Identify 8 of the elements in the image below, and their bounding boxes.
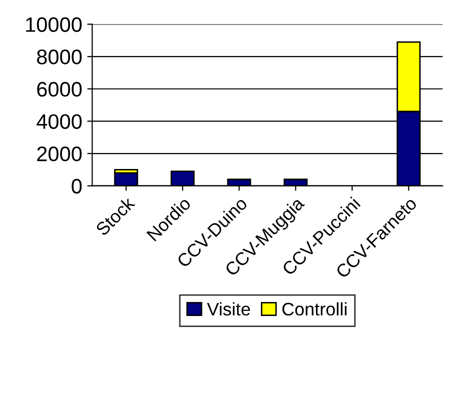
y-tick-label: 0 <box>72 178 82 194</box>
y-tick-label: 6000 <box>37 82 82 97</box>
legend-label: Visite <box>207 302 250 316</box>
y-tick-label: 10000 <box>26 17 82 32</box>
y-tick-label: 4000 <box>36 114 82 129</box>
y-tick-label: 8000 <box>37 50 82 64</box>
y-tick-label: 2000 <box>37 146 82 162</box>
legend-label: Controlli <box>282 302 346 316</box>
